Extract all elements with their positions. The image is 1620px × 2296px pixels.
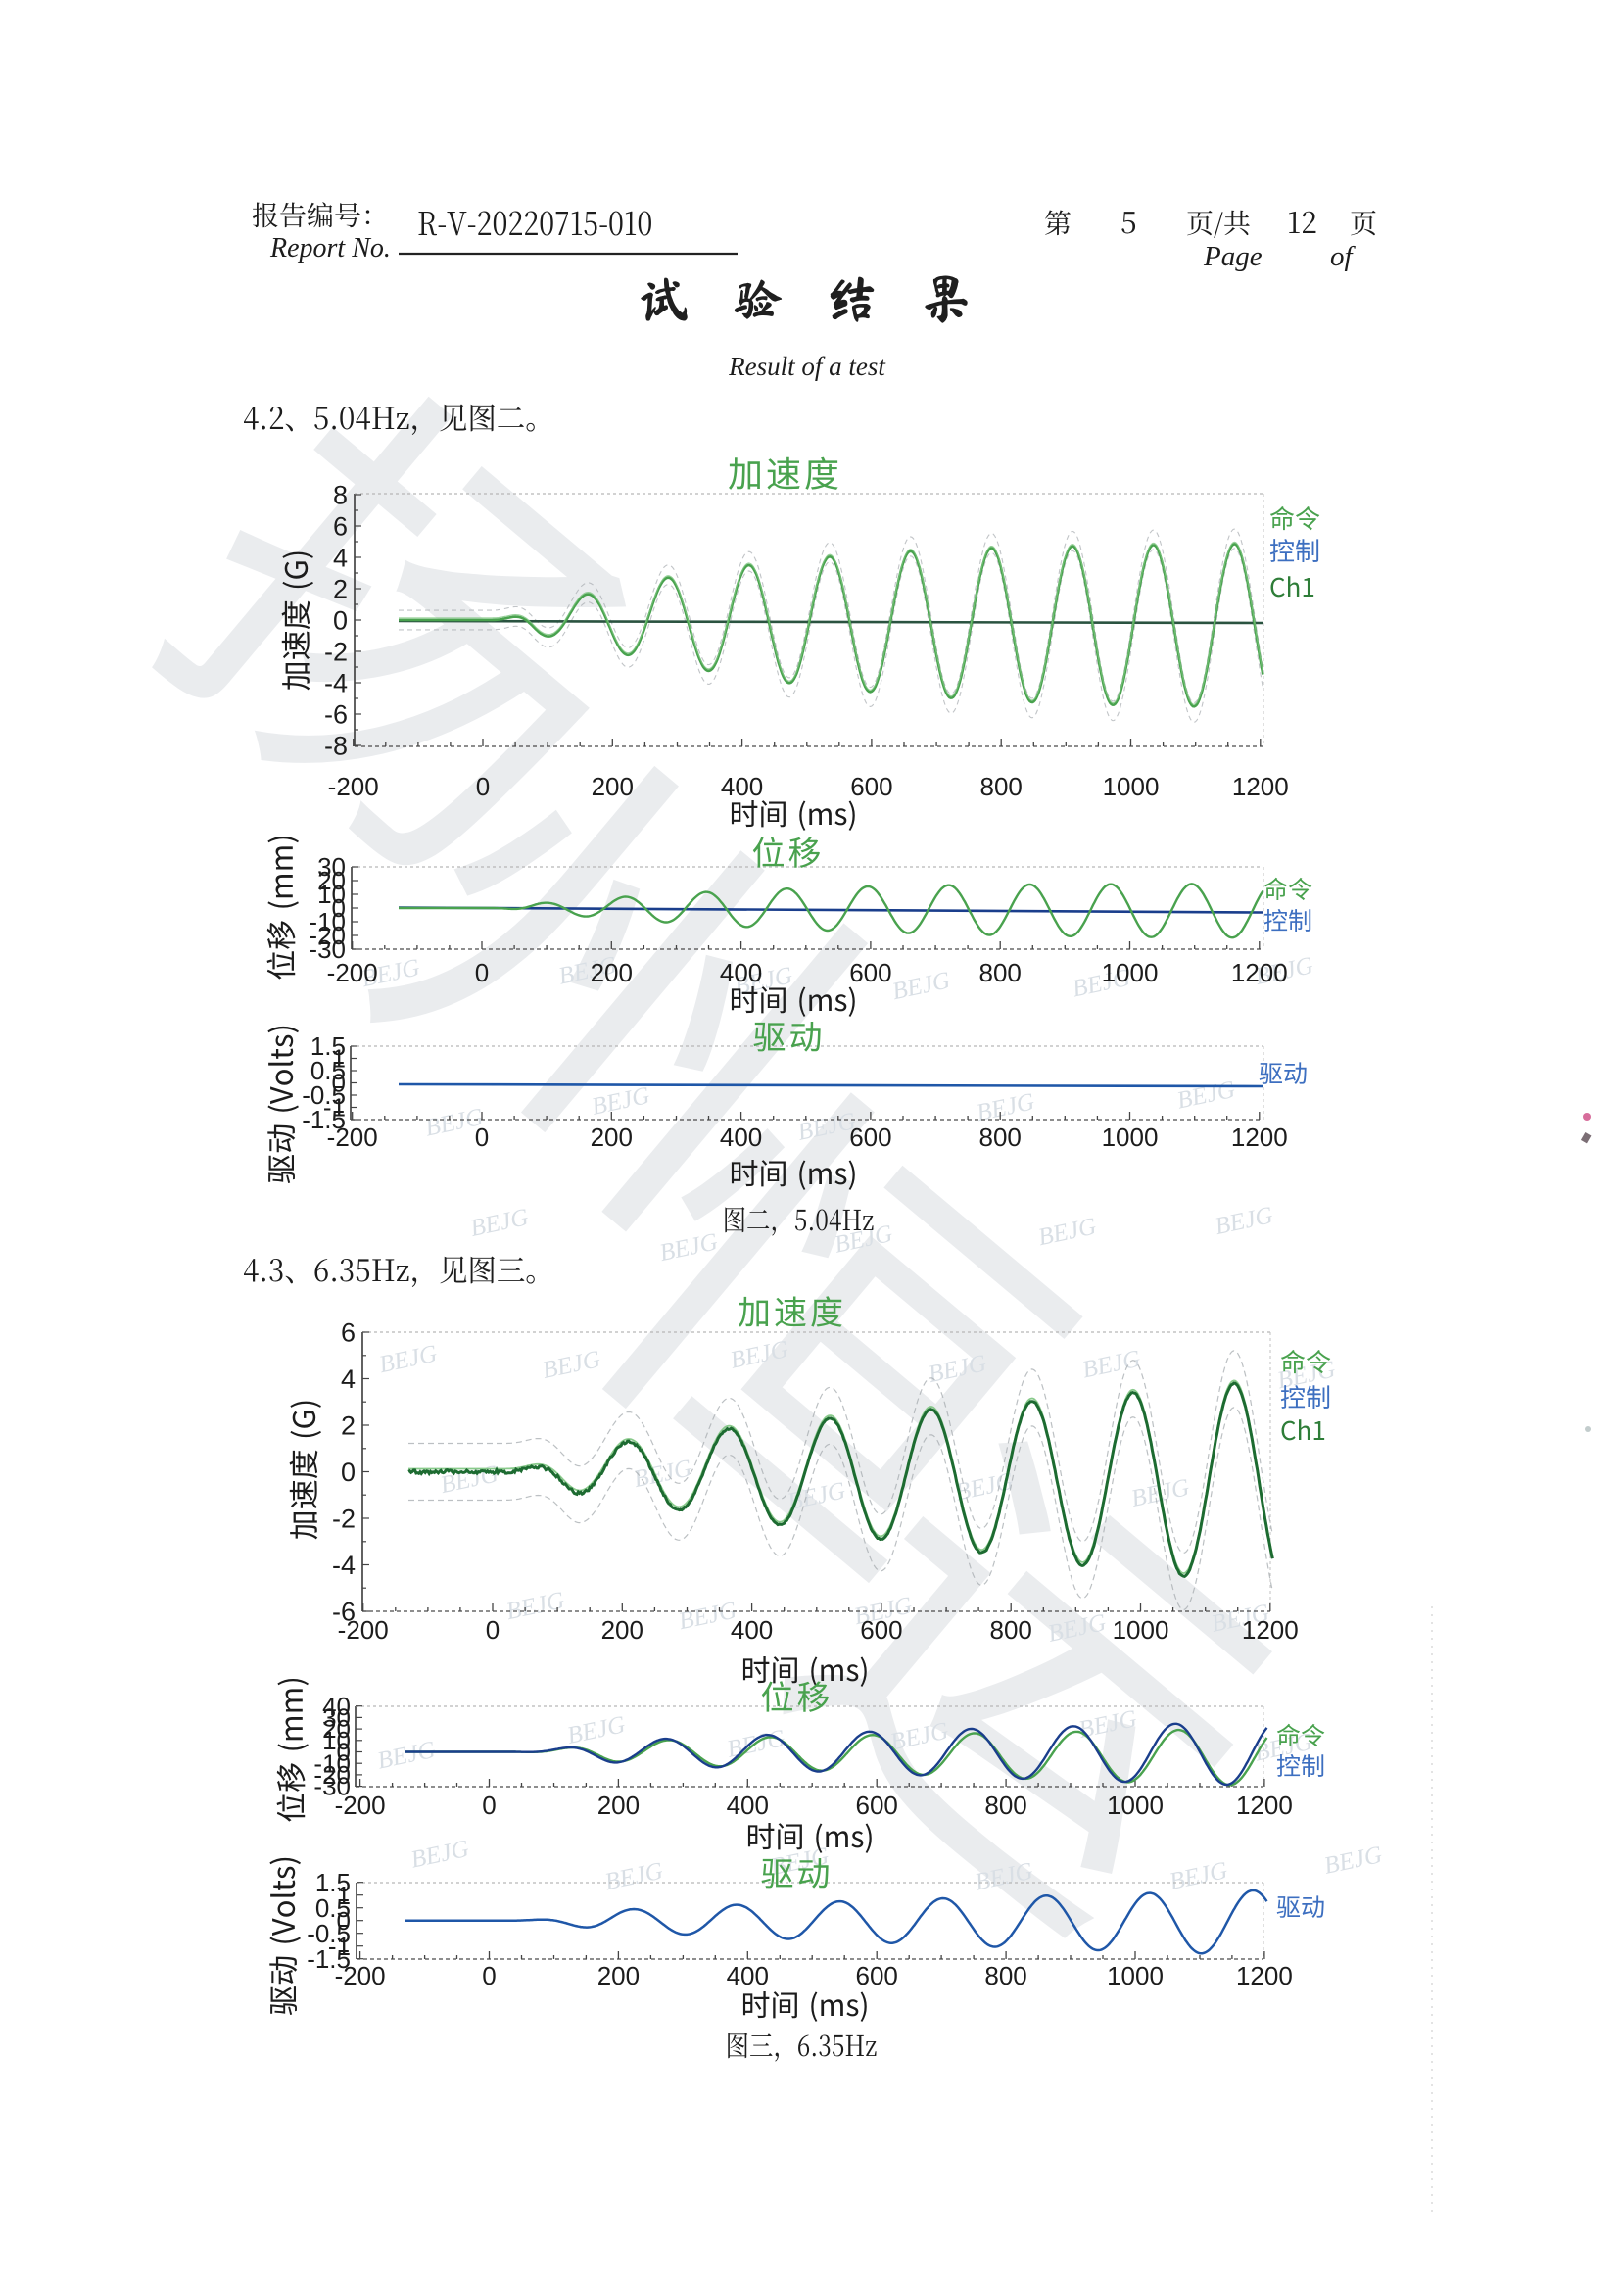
svg-text:-200: -200 [335, 1791, 386, 1820]
svg-text:-6: -6 [324, 700, 348, 730]
svg-text:800: 800 [980, 772, 1023, 801]
svg-text:1000: 1000 [1113, 1615, 1169, 1645]
svg-text:4: 4 [341, 1364, 356, 1394]
svg-text:20: 20 [322, 1714, 351, 1744]
svg-text:400: 400 [720, 1123, 762, 1152]
svg-text:-1: -1 [328, 1932, 351, 1961]
svg-text:1200: 1200 [1236, 1791, 1293, 1820]
svg-text:0: 0 [332, 1069, 346, 1098]
svg-text:200: 200 [597, 1791, 640, 1820]
svg-text:800: 800 [979, 958, 1022, 987]
svg-text:-4: -4 [332, 1551, 356, 1580]
svg-text:10: 10 [322, 1726, 351, 1755]
svg-text:1000: 1000 [1102, 1123, 1159, 1152]
svg-text:-10: -10 [313, 1748, 351, 1778]
svg-text:-20: -20 [313, 1760, 351, 1790]
svg-text:0: 0 [337, 1738, 351, 1767]
svg-text:400: 400 [721, 772, 763, 801]
svg-text:-4: -4 [324, 669, 348, 698]
svg-text:10: 10 [317, 880, 346, 909]
svg-text:1000: 1000 [1103, 772, 1160, 801]
svg-text:0.5: 0.5 [315, 1893, 351, 1923]
svg-text:800: 800 [984, 1961, 1026, 1990]
svg-text:800: 800 [990, 1615, 1032, 1645]
svg-text:8: 8 [333, 481, 348, 510]
svg-text:400: 400 [727, 1961, 769, 1990]
svg-text:0: 0 [333, 606, 348, 636]
svg-text:600: 600 [849, 958, 891, 987]
svg-text:-6: -6 [332, 1598, 356, 1627]
svg-text:1: 1 [332, 1044, 346, 1074]
svg-text:0: 0 [475, 958, 489, 987]
svg-text:400: 400 [727, 1791, 769, 1820]
svg-text:600: 600 [860, 1615, 902, 1645]
svg-text:0: 0 [486, 1615, 500, 1645]
svg-text:-1.5: -1.5 [302, 1105, 346, 1134]
svg-text:0: 0 [475, 1123, 489, 1152]
svg-text:0: 0 [482, 1961, 496, 1990]
svg-text:1200: 1200 [1232, 772, 1289, 801]
svg-text:0: 0 [332, 893, 346, 923]
svg-text:4: 4 [333, 544, 348, 573]
svg-text:-30: -30 [313, 1772, 351, 1801]
svg-text:600: 600 [856, 1791, 898, 1820]
svg-text:400: 400 [720, 958, 762, 987]
svg-text:1000: 1000 [1107, 1791, 1164, 1820]
svg-text:6: 6 [333, 512, 348, 542]
svg-text:-0.5: -0.5 [307, 1919, 351, 1948]
svg-text:1200: 1200 [1231, 1123, 1288, 1152]
svg-text:30: 30 [322, 1703, 351, 1733]
svg-text:-1: -1 [323, 1093, 346, 1123]
svg-text:800: 800 [984, 1791, 1026, 1820]
svg-text:Result of a test: Result of a test [728, 352, 886, 381]
svg-text:800: 800 [979, 1123, 1022, 1152]
svg-text:2: 2 [341, 1411, 356, 1441]
svg-text:400: 400 [731, 1615, 773, 1645]
svg-text:1.5: 1.5 [310, 1031, 346, 1061]
svg-text:0: 0 [341, 1458, 356, 1487]
svg-text:-200: -200 [328, 772, 379, 801]
svg-text:-20: -20 [309, 921, 346, 950]
svg-text:1200: 1200 [1231, 958, 1288, 987]
svg-text:0.5: 0.5 [310, 1056, 346, 1085]
svg-text:600: 600 [849, 1123, 891, 1152]
svg-text:-10: -10 [309, 907, 346, 936]
svg-text:-0.5: -0.5 [302, 1080, 346, 1110]
svg-text:600: 600 [856, 1961, 898, 1990]
svg-text:0: 0 [476, 772, 490, 801]
svg-text:200: 200 [592, 772, 634, 801]
svg-text:600: 600 [850, 772, 892, 801]
svg-text:20: 20 [317, 866, 346, 895]
svg-text:200: 200 [597, 1961, 640, 1990]
svg-text:1.5: 1.5 [315, 1868, 351, 1897]
svg-text:0: 0 [337, 1906, 351, 1936]
svg-text:1200: 1200 [1236, 1961, 1293, 1990]
svg-text:1200: 1200 [1242, 1615, 1299, 1645]
svg-text:-200: -200 [327, 958, 378, 987]
svg-text:-2: -2 [324, 638, 348, 667]
svg-text:40: 40 [322, 1692, 351, 1721]
svg-text:30: 30 [317, 852, 346, 882]
svg-text:200: 200 [591, 1123, 633, 1152]
svg-text:-200: -200 [335, 1961, 386, 1990]
svg-text:of: of [1330, 241, 1357, 272]
svg-text:-2: -2 [332, 1505, 356, 1534]
svg-text:Report No.: Report No. [269, 233, 391, 263]
svg-text:200: 200 [601, 1615, 643, 1645]
svg-text:6: 6 [341, 1318, 356, 1348]
svg-text:-1.5: -1.5 [307, 1944, 351, 1974]
svg-text:2: 2 [333, 575, 348, 604]
svg-text:-200: -200 [338, 1615, 389, 1645]
svg-text:Page: Page [1203, 241, 1263, 272]
svg-text:1000: 1000 [1107, 1961, 1164, 1990]
svg-text:1: 1 [337, 1881, 351, 1910]
svg-text:0: 0 [482, 1791, 496, 1820]
svg-text:1000: 1000 [1102, 958, 1159, 987]
svg-text:-8: -8 [324, 732, 348, 761]
svg-text:-30: -30 [309, 934, 346, 964]
svg-text:200: 200 [591, 958, 633, 987]
svg-text:-200: -200 [327, 1123, 378, 1152]
